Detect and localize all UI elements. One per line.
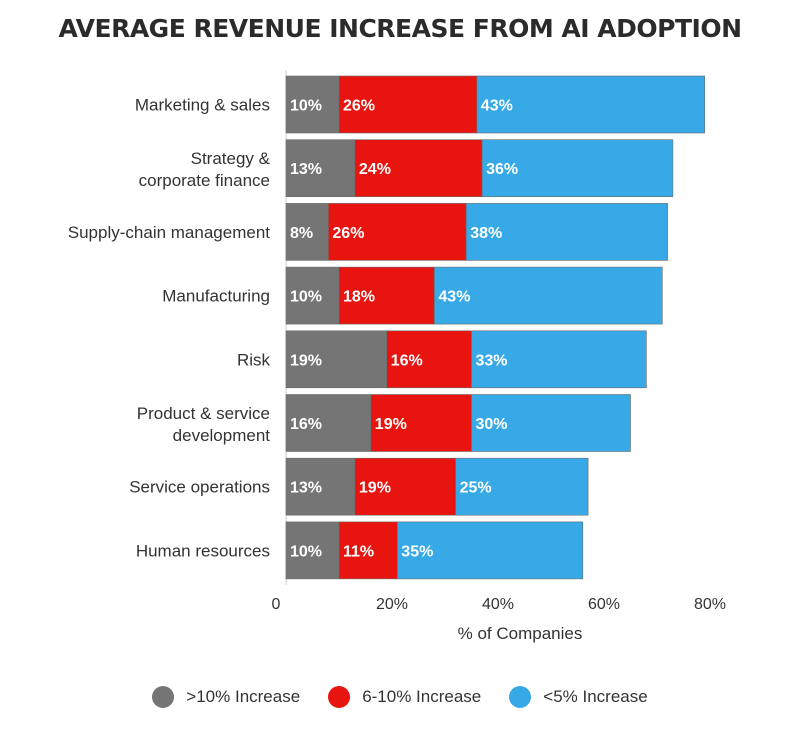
category-label-supply-chain-management: Supply-chain management [68, 223, 271, 242]
bar-service-operations-series-2 [354, 457, 456, 516]
data-label-human-resources-series-2: 11% [343, 543, 374, 560]
legend-item-series-1: >10% Increase [152, 686, 300, 708]
data-label-service-operations-series-3: 25% [460, 480, 492, 497]
category-label-product-service-development: Product & service development [137, 404, 271, 445]
data-label-manufacturing-series-1: 10% [290, 289, 322, 306]
data-label-product-service-development-series-2: 19% [375, 416, 407, 433]
x-tick-label: 0 [272, 596, 281, 613]
bar-manufacturing-series-1 [285, 266, 340, 325]
category-label-manufacturing: Manufacturing [162, 287, 270, 306]
legend: >10% Increase 6-10% Increase <5% Increase [0, 686, 800, 708]
bar-human-resources-series-1 [285, 521, 340, 580]
legend-item-series-3: <5% Increase [509, 686, 648, 708]
data-label-marketing-sales-series-3: 43% [481, 98, 513, 115]
bar-manufacturing-series-3 [434, 266, 663, 325]
data-label-supply-chain-management-series-3: 38% [470, 225, 502, 242]
bar-strategy-corporate-finance-series-2 [354, 139, 483, 197]
data-label-human-resources-series-3: 35% [401, 543, 433, 560]
legend-swatch-icon [152, 686, 175, 708]
bar-product-service-development-series-1 [285, 394, 372, 452]
legend-item-series-2: 6-10% Increase [328, 686, 481, 708]
legend-swatch-icon [328, 686, 351, 708]
category-label-marketing-sales: Marketing & sales [135, 96, 270, 115]
x-tick-label: 60% [588, 596, 620, 613]
data-label-marketing-sales-series-1: 10% [290, 98, 322, 115]
data-label-risk-series-3: 33% [476, 352, 508, 369]
category-label-risk: Risk [237, 350, 271, 369]
data-label-strategy-corporate-finance-series-3: 36% [486, 161, 518, 178]
data-label-human-resources-series-1: 10% [290, 543, 322, 560]
x-axis-title: % of Companies [458, 624, 583, 643]
category-label-human-resources: Human resources [136, 541, 270, 560]
bar-human-resources-series-3 [396, 521, 584, 580]
bar-marketing-sales-series-3 [476, 75, 705, 134]
legend-label: >10% Increase [186, 687, 301, 706]
data-label-risk-series-2: 16% [391, 352, 423, 369]
bar-risk-series-2 [386, 330, 472, 389]
data-label-marketing-sales-series-2: 26% [343, 98, 375, 115]
bar-human-resources-series-2 [338, 521, 398, 580]
bar-marketing-sales-series-1 [285, 75, 340, 134]
bar-strategy-corporate-finance-series-3 [481, 139, 674, 197]
data-label-manufacturing-series-3: 43% [438, 289, 470, 306]
bar-product-service-development-series-3 [471, 394, 631, 452]
data-label-manufacturing-series-2: 18% [343, 289, 375, 306]
chart-title: AVERAGE REVENUE INCREASE FROM AI ADOPTIO… [58, 14, 743, 43]
data-label-service-operations-series-2: 19% [359, 480, 391, 497]
data-label-supply-chain-management-series-2: 26% [332, 225, 364, 242]
data-label-product-service-development-series-1: 16% [290, 416, 322, 433]
legend-label: <5% Increase [543, 687, 648, 706]
legend-swatch-icon [509, 686, 532, 708]
data-label-risk-series-1: 19% [290, 352, 322, 369]
bar-service-operations-series-3 [455, 457, 589, 516]
data-label-strategy-corporate-finance-series-1: 13% [290, 161, 322, 178]
bar-manufacturing-series-2 [338, 266, 435, 325]
legend-label: 6-10% Increase [362, 687, 482, 706]
bar-risk-series-1 [285, 330, 387, 389]
category-label-service-operations: Service operations [129, 478, 270, 497]
category-label-strategy-corporate-finance: Strategy & corporate finance [139, 149, 271, 190]
x-tick-label: 80% [694, 596, 726, 613]
data-label-service-operations-series-1: 13% [290, 480, 322, 497]
bar-strategy-corporate-finance-series-1 [285, 139, 356, 197]
x-tick-label: 40% [482, 596, 514, 613]
data-label-supply-chain-management-series-1: 8% [290, 225, 313, 242]
data-label-strategy-corporate-finance-series-2: 24% [359, 161, 391, 178]
data-label-product-service-development-series-3: 30% [476, 416, 508, 433]
bar-supply-chain-management-series-3 [465, 203, 668, 261]
bar-risk-series-3 [471, 330, 647, 389]
bar-service-operations-series-1 [285, 457, 356, 516]
x-tick-label: 20% [376, 596, 408, 613]
bar-marketing-sales-series-2 [338, 75, 478, 134]
